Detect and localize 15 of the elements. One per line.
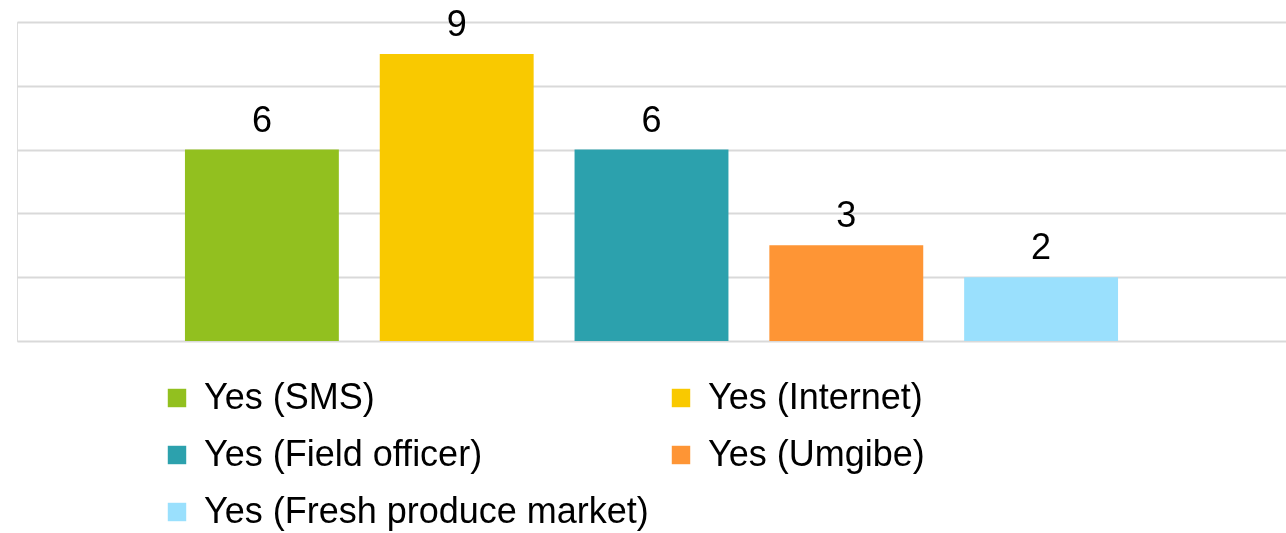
- legend-label: Yes (Umgibe): [708, 433, 925, 474]
- bar: [769, 245, 924, 341]
- legend-label: Yes (Internet): [708, 376, 923, 417]
- data-label: 2: [1031, 226, 1052, 268]
- data-label: 9: [446, 2, 467, 44]
- data-label: 6: [641, 98, 662, 140]
- legend-label: Yes (SMS): [204, 376, 375, 417]
- bar: [964, 277, 1119, 341]
- legend-label: Yes (Field officer): [204, 433, 483, 474]
- data-label: 6: [251, 98, 272, 140]
- data-label: 3: [836, 194, 857, 236]
- bar: [379, 53, 534, 341]
- bar: [184, 149, 339, 341]
- bar: [574, 149, 729, 341]
- legend-label: Yes (Fresh produce market): [204, 490, 649, 531]
